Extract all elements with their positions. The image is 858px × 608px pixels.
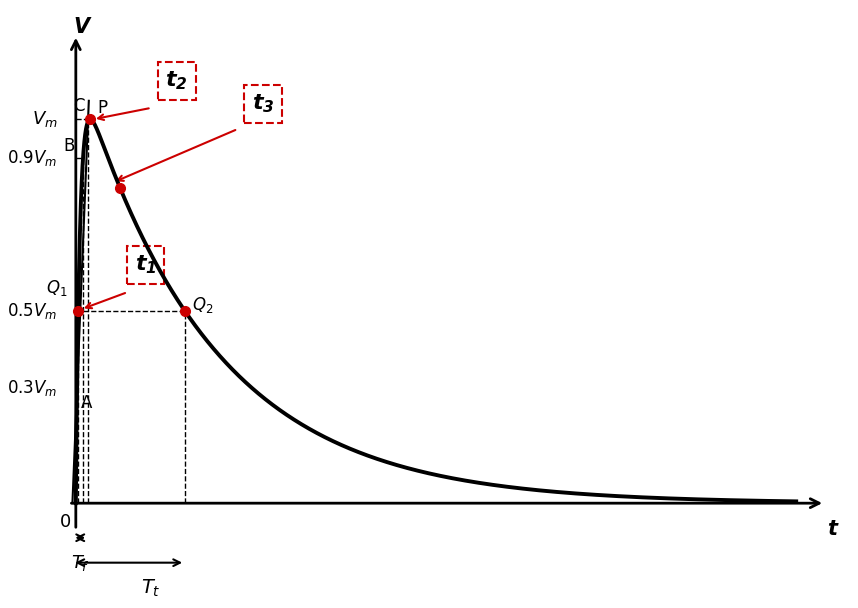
- Text: V: V: [74, 17, 89, 37]
- Text: P: P: [98, 98, 107, 117]
- Text: $T_f$: $T_f$: [70, 553, 90, 573]
- Text: $0.5V_m$: $0.5V_m$: [8, 301, 57, 321]
- Text: $0.3V_m$: $0.3V_m$: [8, 378, 57, 398]
- Text: $0.9V_m$: $0.9V_m$: [8, 148, 57, 168]
- Text: C: C: [73, 97, 84, 115]
- Text: t: t: [827, 519, 837, 539]
- Text: $Q_1$: $Q_1$: [46, 278, 68, 298]
- Text: 0: 0: [59, 513, 70, 531]
- Text: $T_t$: $T_t$: [141, 578, 160, 599]
- Text: A: A: [81, 394, 92, 412]
- Text: B: B: [63, 137, 75, 154]
- Text: $Q_2$: $Q_2$: [192, 295, 214, 316]
- Text: $\bfit{t_2}$: $\bfit{t_2}$: [166, 70, 188, 92]
- Text: $V_m$: $V_m$: [32, 109, 57, 130]
- Text: $\bfit{t_3}$: $\bfit{t_3}$: [251, 92, 275, 116]
- Text: $\bfit{t_1}$: $\bfit{t_1}$: [135, 254, 157, 277]
